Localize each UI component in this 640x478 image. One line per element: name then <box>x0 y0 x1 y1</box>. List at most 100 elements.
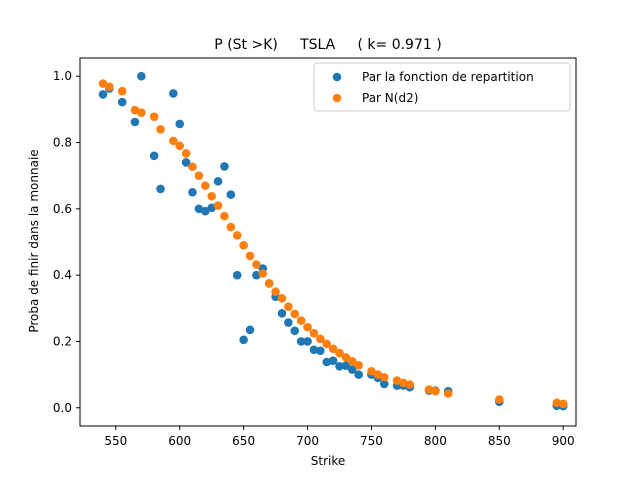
series-2-point-1 <box>98 79 108 88</box>
x-tick-label: 850 <box>488 434 511 448</box>
series-2-point-2 <box>105 82 114 92</box>
series-2-point-14 <box>207 191 216 201</box>
series-2-point-33 <box>328 344 338 354</box>
series-2-point-20 <box>245 251 255 261</box>
legend-marker-1 <box>332 72 342 82</box>
series-1-point-34 <box>335 362 344 371</box>
series-2-point-25 <box>277 294 287 303</box>
x-tick-label: 700 <box>296 434 319 448</box>
axes-layer: 550 600 650 700 750 800 850 900 0.0 0.2 0.4 0.6 0.8 1… <box>53 57 577 448</box>
series-1-point-6 <box>149 151 159 161</box>
series-2-point-29 <box>303 322 312 332</box>
series-1-point-29 <box>303 337 312 346</box>
series-2-point-10 <box>181 149 191 158</box>
series-2-point-45 <box>431 386 440 396</box>
legend-box <box>313 62 571 112</box>
series-2-point-9 <box>175 141 185 151</box>
points-layer <box>98 71 568 411</box>
series-2-point-22 <box>258 269 268 278</box>
legend: Par la fonction de repartition Par N(d2) <box>313 62 571 112</box>
series-2-point-12 <box>194 171 204 180</box>
series-2-point-32 <box>322 339 332 349</box>
series-2-point-24 <box>271 287 280 297</box>
series-1-point-8 <box>169 89 178 98</box>
series-2-point-16 <box>220 211 229 221</box>
x-tick-label: 550 <box>104 434 127 448</box>
series-1-point-5 <box>137 71 146 81</box>
series-2-point-43 <box>405 380 415 389</box>
y-tick-label: 0.8 <box>53 136 72 150</box>
series-1-point-15 <box>213 177 223 186</box>
y-tick-label: 0.6 <box>53 202 72 216</box>
series-1-point-25 <box>277 308 287 318</box>
series-2-point-38 <box>367 367 376 376</box>
series-2-point-11 <box>188 162 197 172</box>
series-1-point-32 <box>322 357 332 367</box>
y-axis-label: Proba de finir dans la monnaie <box>27 149 41 332</box>
series-2-point-48 <box>552 398 562 408</box>
series-2-point-36 <box>347 357 357 366</box>
series-2-point-26 <box>284 302 293 311</box>
series-2-point-13 <box>200 181 210 190</box>
series-1-point-3 <box>117 97 127 107</box>
legend-marker-2 <box>332 93 342 103</box>
series-2-point-19 <box>239 241 248 250</box>
series-2-point-47 <box>495 395 504 404</box>
series-1-point-30 <box>309 345 319 355</box>
series-2-point-5 <box>137 108 146 117</box>
series-2-point-21 <box>252 260 261 269</box>
series-1-point-18 <box>232 270 242 280</box>
legend-label-1: Par la fonction de repartition <box>362 70 534 84</box>
series-1-point-7 <box>156 184 165 194</box>
series-2-point-23 <box>264 279 274 288</box>
series-2-point-15 <box>213 201 223 210</box>
series-2-point-8 <box>169 136 178 146</box>
series-1-point-19 <box>239 335 248 345</box>
series-2-point-37 <box>354 361 363 370</box>
series-2-point-7 <box>156 124 165 134</box>
plot-frame <box>79 57 577 427</box>
series-1-point-28 <box>296 337 306 346</box>
series-2-point-17 <box>226 222 236 232</box>
x-tick-label: 650 <box>232 434 255 448</box>
series-2-point-35 <box>341 353 351 362</box>
series-1-point-35 <box>341 361 351 370</box>
series-2-point-28 <box>296 316 306 325</box>
series-1-point-16 <box>220 162 229 171</box>
series-1-point-4 <box>130 117 140 127</box>
series-1-point-17 <box>226 190 236 199</box>
series-2-point-3 <box>117 86 127 96</box>
series-1-point-36 <box>347 365 357 374</box>
series-1-point-1 <box>98 90 108 99</box>
y-tick-label: 0.4 <box>53 268 72 282</box>
series-1-point-33 <box>328 356 338 365</box>
y-tick-label: 0.2 <box>53 334 72 348</box>
series-2-point-49 <box>558 399 568 409</box>
series-2-point-30 <box>309 328 319 338</box>
series-2-point-40 <box>379 372 389 382</box>
series-1-point-37 <box>354 370 363 379</box>
series-1-point-9 <box>175 119 185 129</box>
x-tick-label: 900 <box>552 434 575 448</box>
y-tick-label: 0.0 <box>53 401 72 415</box>
x-axis-label: Strike <box>311 454 346 468</box>
legend-label-2: Par N(d2) <box>362 91 418 105</box>
chart-title: P (St >K) TSLA ( k= 0.971 ) <box>214 37 441 53</box>
series-1-point-20 <box>245 325 255 335</box>
series-2-point-27 <box>290 309 300 319</box>
series-2-point-46 <box>443 389 453 398</box>
y-tick-label: 1.0 <box>53 69 72 83</box>
x-tick-label: 750 <box>360 434 383 448</box>
series-2-point-31 <box>316 334 325 344</box>
series-1-point-40 <box>379 379 389 389</box>
series-2-point-34 <box>335 348 344 358</box>
series-2-point-6 <box>149 112 159 121</box>
series-1-point-31 <box>316 346 325 356</box>
series-1-point-10 <box>181 158 191 167</box>
series-2-point-18 <box>232 231 242 240</box>
series-1-point-13 <box>200 206 210 216</box>
series-1-point-27 <box>290 326 300 336</box>
series-1-point-11 <box>188 187 197 197</box>
series-1-point-26 <box>284 318 293 327</box>
